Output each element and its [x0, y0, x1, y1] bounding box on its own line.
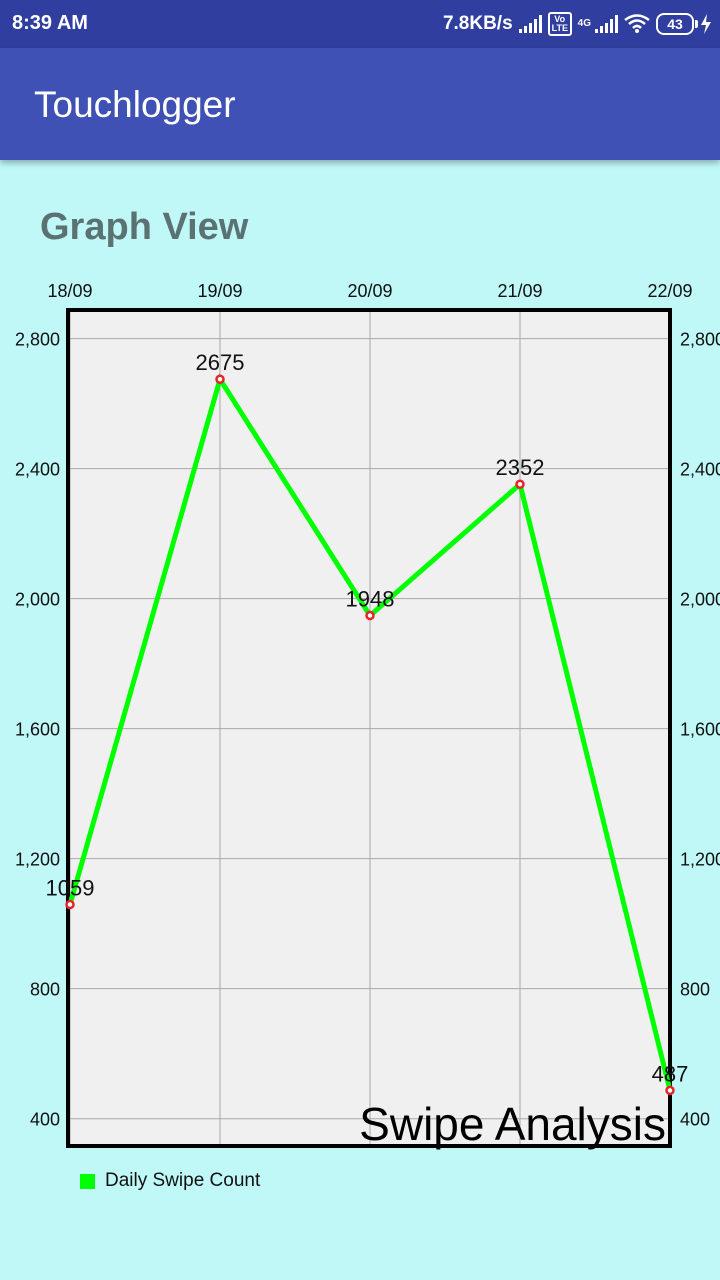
battery-level: 43 — [667, 16, 683, 32]
data-label: 1948 — [346, 587, 395, 612]
data-label: 487 — [652, 1061, 689, 1086]
signal-icon — [518, 15, 542, 33]
status-bar: 8:39 AM 7.8KB/s Vo LTE 4G 43 — [0, 0, 720, 48]
y-tick-label-left: 2,400 — [15, 460, 60, 480]
network-type: 4G — [577, 18, 591, 29]
x-tick-label: 20/09 — [347, 281, 392, 301]
y-tick-label-right: 2,400 — [680, 460, 720, 480]
data-point — [365, 610, 375, 621]
data-label: 1059 — [46, 875, 95, 900]
x-tick-label: 18/09 — [47, 281, 92, 301]
y-tick-label-right: 1,200 — [680, 850, 720, 870]
y-tick-label-right: 800 — [680, 980, 710, 1000]
y-tick-label-left: 2,800 — [15, 330, 60, 350]
data-label: 2352 — [496, 455, 545, 480]
data-label: 2675 — [196, 350, 245, 375]
chart-legend: Daily Swipe Count — [80, 1170, 260, 1192]
battery-icon: 43 — [656, 13, 698, 35]
x-tick-label: 22/09 — [647, 281, 692, 301]
app-bar: Touchlogger — [0, 48, 720, 160]
legend-swatch — [80, 1173, 95, 1189]
x-tick-label: 21/09 — [497, 281, 542, 301]
status-icons: 7.8KB/s Vo LTE 4G 43 — [443, 10, 712, 38]
data-point — [665, 1085, 675, 1096]
volte-icon: Vo LTE — [547, 12, 572, 36]
swipe-line-chart: 400 400 800 800 1,200 1,200 1,600 1,600 2,000 2,0… — [15, 281, 720, 1150]
y-tick-label-left: 2,000 — [15, 590, 60, 610]
data-point — [215, 374, 225, 384]
y-tick-label-right: 2,800 — [680, 330, 720, 350]
y-tick-label-left: 1,200 — [15, 850, 60, 870]
signal-icon-2 — [595, 15, 618, 33]
plot-border — [66, 308, 672, 1148]
app-title: Touchlogger — [34, 84, 236, 125]
y-tick-label-left: 1,600 — [15, 720, 60, 740]
x-tick-label: 19/09 — [197, 281, 242, 301]
y-tick-label-right: 400 — [680, 1110, 710, 1130]
wifi-icon — [624, 14, 650, 33]
status-time: 8:39 AM — [12, 12, 88, 34]
plot-area — [68, 310, 670, 1146]
y-tick-label-right: 1,600 — [680, 720, 720, 740]
network-speed: 7.8KB/s — [442, 13, 513, 34]
charging-icon — [701, 14, 711, 34]
data-point — [65, 899, 75, 910]
legend-label: Daily Swipe Count — [105, 1170, 261, 1191]
chart-description: Swipe Analysis — [359, 1098, 666, 1150]
y-tick-label-left: 400 — [30, 1110, 60, 1130]
y-tick-label-right: 2,000 — [680, 590, 720, 610]
y-tick-label-left: 800 — [30, 980, 60, 1000]
page-title: Graph View — [40, 206, 249, 248]
data-point — [515, 479, 525, 489]
